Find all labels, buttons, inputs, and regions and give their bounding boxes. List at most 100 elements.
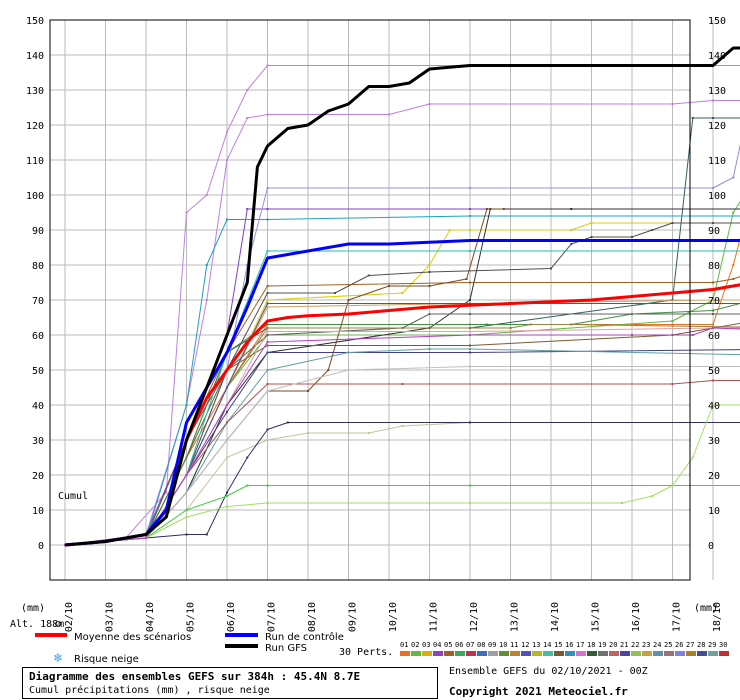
mean-line [64,283,740,547]
perturbation-point [205,194,208,196]
perturbation-point [367,274,370,277]
gfs-line [64,46,740,547]
perturbation-point [266,64,269,67]
perturbation-point [266,344,269,347]
perturbation-point [671,484,674,487]
pert-legend-number: 04 [433,641,441,649]
perturbation-point [671,383,674,385]
perturbation-point [226,404,228,406]
perturbation-point [712,309,714,312]
perturbation-point [347,369,350,371]
perturbation-point [428,271,431,273]
perturbation-point [334,292,336,294]
perturbation-point [185,491,188,494]
perturbation-point [185,533,188,536]
pert-legend-swatch [521,651,531,656]
perturbation-line [64,422,740,546]
perturbation-point [246,117,249,119]
perturbation-point [266,390,269,392]
series-group [64,46,740,547]
y-tick-label-left: 20 [32,471,44,482]
pert-legend-number: 15 [554,641,562,649]
perturbation-point [401,292,404,294]
y-tick-label-left: 0 [38,541,44,552]
pert-legend-number: 08 [477,641,485,649]
perturbation-point [185,474,188,476]
perturbation-point [469,348,471,350]
perturbation-point [550,267,552,270]
pert-legend-number: 17 [576,641,584,649]
perturbation-point [570,229,573,231]
perturbation-point [712,327,714,329]
perturbation-point [266,306,269,308]
perturbation-point [226,505,228,508]
legend-snow-label: Risque neige [74,654,139,665]
perturbation-point [469,351,471,354]
y-tick-label-right: 140 [708,51,726,62]
perturbation-point [712,222,714,224]
perturbation-point [469,330,471,333]
y-tick-label-left: 10 [32,506,44,517]
y-tick-label-right: 110 [708,156,726,167]
perturbation-point [266,299,269,301]
perturbation-point [469,502,471,504]
perturbation-point [185,509,188,511]
run-info: Ensemble GEFS du 02/10/2021 - 00Z [449,666,648,677]
pert-legend-swatch [466,651,476,656]
perturbation-point [246,264,249,266]
perturbation-point [185,456,188,459]
perturbation-point [469,334,471,336]
x-tick-label: 09/10 [348,602,359,632]
pert-legend-number: 07 [466,641,474,649]
x-tick-label: 07/10 [267,602,278,632]
pert-legend-number: 22 [631,641,639,649]
perturbation-point [246,208,249,210]
perturbation-point [691,117,694,119]
perturbation-point [485,208,488,210]
perturbation-point [185,516,188,518]
altitude-snow-dot [55,621,61,627]
pert-legend-number: 28 [697,641,705,649]
snowflake-icon: ❄ [53,651,63,665]
y-tick-label-right: 10 [708,506,720,517]
y-unit-right: (mm) [694,603,718,614]
legend-mean-label: Moyenne des scénarios [74,631,191,643]
perturbation-point [347,351,350,354]
chart-title: Diagramme des ensembles GEFS sur 384h : … [29,670,361,683]
chart-label: Cumul [58,491,88,502]
pert-legend-number: 01 [400,641,408,649]
perturbation-point [712,313,714,315]
y-tick-label-right: 70 [708,296,720,307]
pert-legend-swatch [675,651,685,656]
pert-legend-number: 14 [543,641,551,649]
y-tick-label-right: 40 [708,401,720,412]
perturbation-point [671,222,674,224]
perturbation-point [226,456,228,459]
y-tick-label-left: 90 [32,226,44,237]
perturbation-point [266,323,269,326]
x-tick-label: 18/10 [712,602,723,632]
chart-subtitle: Cumul précipitations (mm) , risque neige [29,685,270,696]
y-tick-label-left: 130 [26,86,44,97]
pert-legend-number: 26 [675,641,683,649]
perturbation-point [266,428,269,431]
perturbation-point [651,495,654,497]
perturbation-point [286,421,289,424]
perturbation-point [485,323,488,326]
perturbation-point [226,131,228,133]
perturbation-point [448,229,451,231]
perturbation-line [64,215,740,546]
perturbation-point [307,390,309,392]
pert-legend-swatch [422,651,432,656]
pert-legend-swatch [664,651,674,656]
perturbation-point [266,369,269,371]
pert-legend-number: 30 [719,641,727,649]
pert-legend-swatch [620,651,630,656]
perturbation-point [266,341,269,343]
x-tick-label: 05/10 [186,602,197,632]
x-tick-label: 03/10 [105,602,116,632]
perturbation-point [712,323,714,326]
perturbation-point [712,299,714,301]
x-tick-label: 13/10 [510,602,521,632]
pert-legend-swatch [444,651,454,656]
